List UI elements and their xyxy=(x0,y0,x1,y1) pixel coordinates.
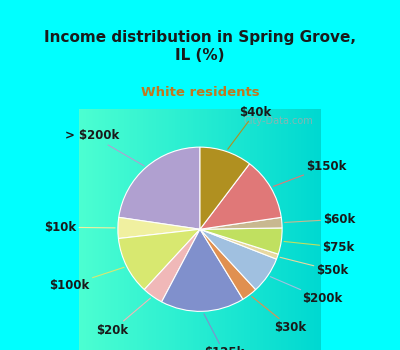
Wedge shape xyxy=(200,229,276,289)
Wedge shape xyxy=(162,229,243,312)
Text: $75k: $75k xyxy=(284,241,354,254)
Text: $40k: $40k xyxy=(228,106,272,149)
Text: $20k: $20k xyxy=(96,298,150,337)
Wedge shape xyxy=(200,217,282,229)
Text: City-Data.com: City-Data.com xyxy=(244,116,314,126)
Wedge shape xyxy=(200,229,278,259)
Text: $60k: $60k xyxy=(285,213,356,226)
Text: > $200k: > $200k xyxy=(65,129,144,166)
Wedge shape xyxy=(118,217,200,239)
Text: $100k: $100k xyxy=(50,267,124,292)
Text: $10k: $10k xyxy=(44,221,115,234)
Wedge shape xyxy=(200,229,256,299)
Text: $200k: $200k xyxy=(270,276,342,306)
Text: White residents: White residents xyxy=(141,86,259,99)
Wedge shape xyxy=(200,228,282,254)
Text: $50k: $50k xyxy=(280,257,349,277)
Wedge shape xyxy=(200,164,281,229)
Text: $125k: $125k xyxy=(204,314,244,350)
Wedge shape xyxy=(200,147,250,229)
Wedge shape xyxy=(119,147,200,229)
Wedge shape xyxy=(144,229,200,302)
Wedge shape xyxy=(118,229,200,289)
Text: $30k: $30k xyxy=(252,296,307,334)
Text: $150k: $150k xyxy=(273,160,347,187)
Text: Income distribution in Spring Grove,
IL (%): Income distribution in Spring Grove, IL … xyxy=(44,30,356,63)
